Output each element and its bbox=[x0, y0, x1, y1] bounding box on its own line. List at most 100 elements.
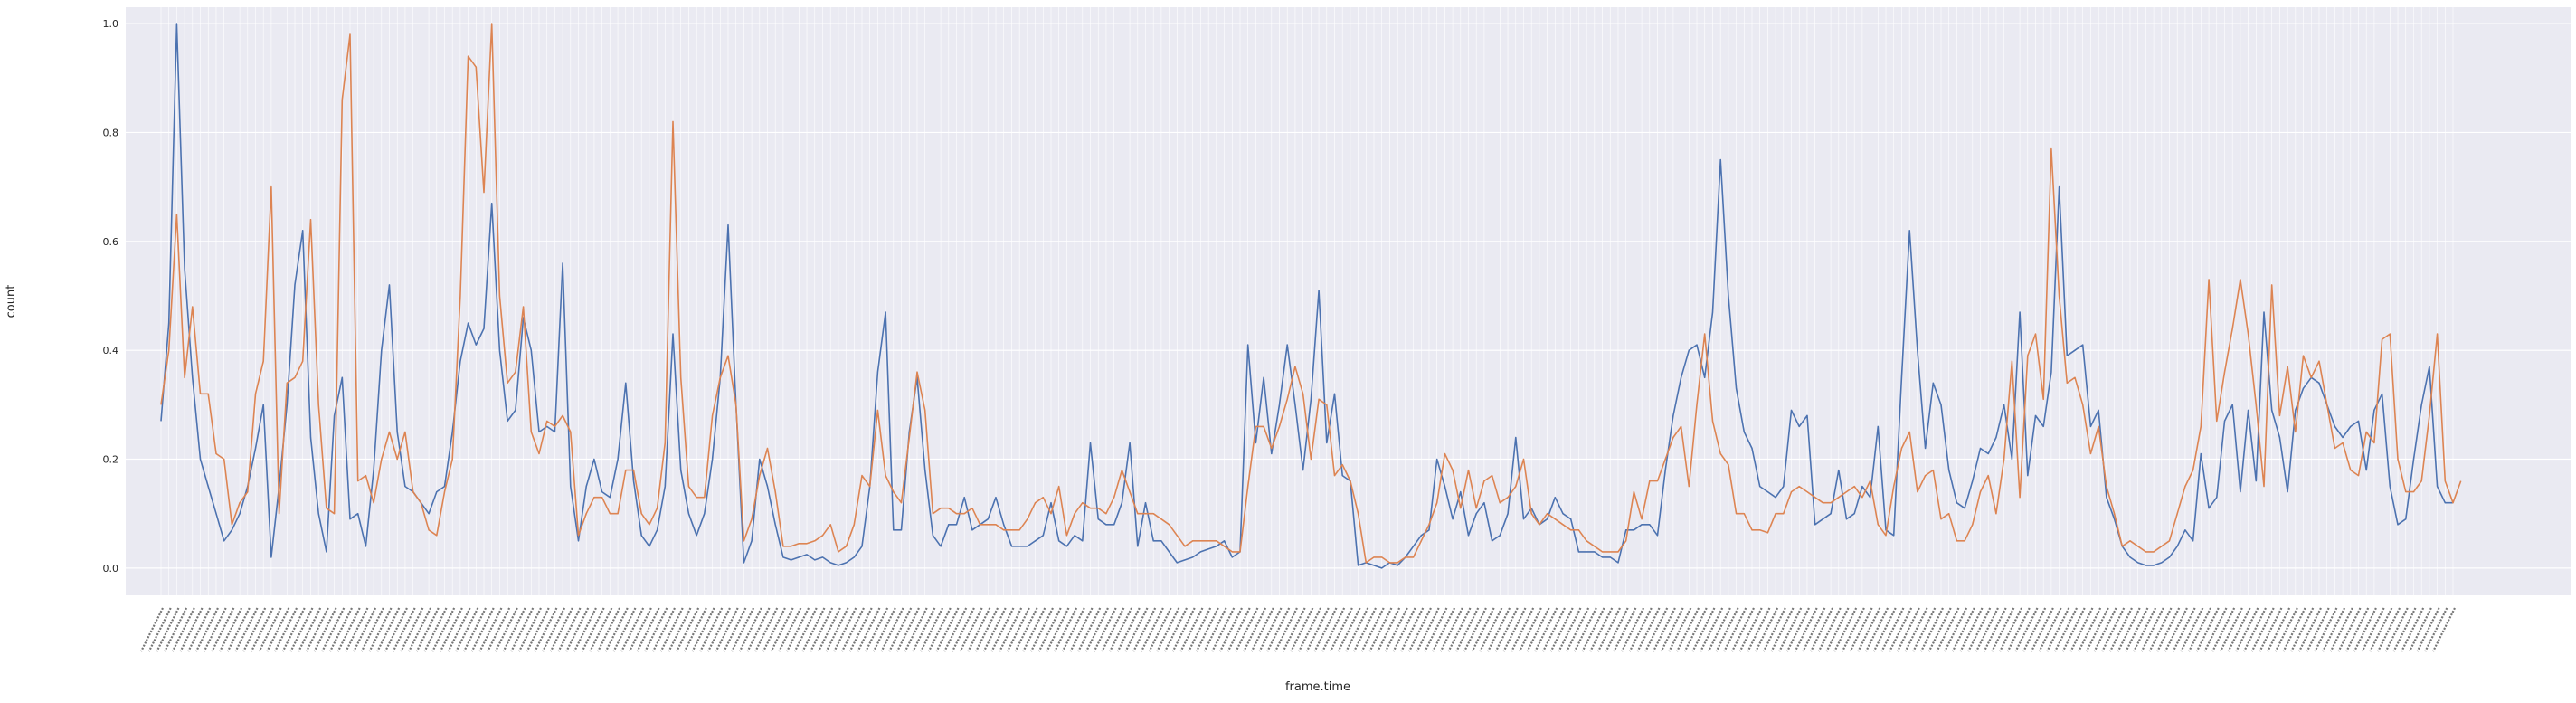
x-tick-label bbox=[376, 607, 401, 652]
x-tick-label bbox=[2361, 607, 2385, 652]
x-tick-label bbox=[841, 607, 865, 652]
x-tick-label bbox=[2337, 607, 2362, 652]
x-tick-label bbox=[1628, 607, 1653, 652]
x-tick-label bbox=[1235, 607, 1259, 652]
x-tick-label bbox=[1329, 607, 1353, 652]
x-tick-label bbox=[266, 607, 290, 652]
x-tick-label bbox=[2022, 607, 2047, 652]
x-tick-label bbox=[156, 607, 180, 652]
x-tick-label bbox=[510, 607, 535, 652]
x-tick-label bbox=[1723, 607, 1747, 652]
x-tick-label bbox=[1392, 607, 1416, 652]
x-tick-label bbox=[1967, 607, 1992, 652]
x-tick-label bbox=[542, 607, 566, 652]
x-tick-label bbox=[1218, 607, 1243, 652]
x-tick-label bbox=[2195, 607, 2220, 652]
x-tick-label bbox=[179, 607, 204, 652]
x-tick-label bbox=[786, 607, 810, 652]
x-tick-label bbox=[935, 607, 960, 652]
x-tick-label bbox=[1573, 607, 1597, 652]
x-tick-label bbox=[1700, 607, 1724, 652]
x-tick-label bbox=[415, 607, 440, 652]
x-tick-label bbox=[1691, 607, 1716, 652]
x-tick-label bbox=[565, 607, 590, 652]
x-tick-label bbox=[2297, 607, 2322, 652]
y-axis-label: count bbox=[5, 285, 18, 318]
x-tick-label bbox=[723, 607, 747, 652]
x-tick-label bbox=[1061, 607, 1085, 652]
x-tick-label bbox=[1613, 607, 1637, 652]
x-tick-label bbox=[2377, 607, 2401, 652]
x-tick-label bbox=[353, 607, 377, 652]
x-tick-label bbox=[203, 607, 227, 652]
x-tick-label bbox=[2180, 607, 2204, 652]
x-tick-label bbox=[494, 607, 518, 652]
x-tick-label bbox=[1841, 607, 1865, 652]
x-tick-label bbox=[226, 607, 251, 652]
x-tick-label bbox=[652, 607, 676, 652]
x-tick-label bbox=[2046, 607, 2070, 652]
x-tick-label bbox=[1439, 607, 1463, 652]
x-tick-label bbox=[1549, 607, 1574, 652]
y-tick-label: 0.2 bbox=[103, 454, 119, 466]
x-tick-label bbox=[1266, 607, 1291, 652]
x-tick-label bbox=[1865, 607, 1889, 652]
x-tick-label bbox=[2250, 607, 2275, 652]
x-tick-label bbox=[384, 607, 408, 652]
x-tick-label bbox=[470, 607, 495, 652]
x-tick-label bbox=[1683, 607, 1708, 652]
x-tick-label bbox=[2432, 607, 2456, 652]
x-tick-label bbox=[628, 607, 652, 652]
x-tick-label bbox=[2219, 607, 2243, 652]
x-tick-label bbox=[1274, 607, 1298, 652]
x-tick-label bbox=[715, 607, 739, 652]
x-tick-label bbox=[2117, 607, 2141, 652]
x-tick-label bbox=[2085, 607, 2109, 652]
x-tick-label bbox=[478, 607, 503, 652]
x-tick-label bbox=[1203, 607, 1227, 652]
y-tick-label: 0.6 bbox=[103, 236, 119, 248]
x-tick-label bbox=[620, 607, 645, 652]
x-tick-label bbox=[1936, 607, 1960, 652]
x-tick-label bbox=[1195, 607, 1219, 652]
x-tick-label bbox=[1880, 607, 1905, 652]
x-tick-label bbox=[1676, 607, 1700, 652]
x-tick-label bbox=[1747, 607, 1771, 652]
x-tick-label bbox=[1054, 607, 1078, 652]
x-tick-label bbox=[2384, 607, 2409, 652]
x-tick-label bbox=[1896, 607, 1920, 652]
x-tick-label bbox=[1124, 607, 1149, 652]
x-tick-label bbox=[2061, 607, 2086, 652]
x-tick-label bbox=[1872, 607, 1897, 652]
x-tick-label bbox=[612, 607, 637, 652]
x-tick-label bbox=[825, 607, 849, 652]
x-tick-label bbox=[408, 607, 432, 652]
x-tick-label bbox=[1093, 607, 1117, 652]
x-tick-label bbox=[2227, 607, 2251, 652]
x-tick-label bbox=[1644, 607, 1669, 652]
x-tick-label bbox=[1589, 607, 1614, 652]
x-tick-label bbox=[2290, 607, 2315, 652]
x-tick-label bbox=[1479, 607, 1503, 652]
x-tick-label bbox=[699, 607, 724, 652]
x-tick-label bbox=[2329, 607, 2353, 652]
x-tick-label bbox=[1605, 607, 1629, 652]
x-tick-label bbox=[1014, 607, 1038, 652]
x-tick-label bbox=[305, 607, 329, 652]
x-tick-label bbox=[754, 607, 779, 652]
x-tick-label bbox=[1250, 607, 1274, 652]
x-tick-label bbox=[1345, 607, 1369, 652]
x-tick-label bbox=[999, 607, 1023, 652]
x-tick-label bbox=[1132, 607, 1157, 652]
x-tick-label bbox=[1927, 607, 1952, 652]
x-tick-label bbox=[1802, 607, 1826, 652]
x-tick-label bbox=[1518, 607, 1542, 652]
x-tick-label bbox=[502, 607, 526, 652]
x-tick-label bbox=[2392, 607, 2417, 652]
x-tick-label bbox=[589, 607, 613, 652]
x-tick-label bbox=[1006, 607, 1030, 652]
x-tick-label bbox=[194, 607, 219, 652]
x-tick-label bbox=[2401, 607, 2425, 652]
